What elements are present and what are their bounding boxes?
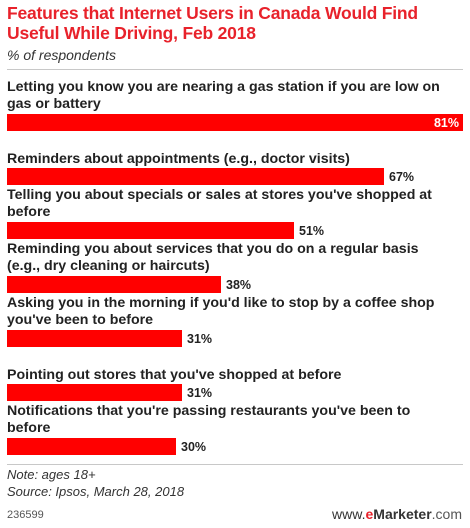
category-label: Reminders about appointments (e.g., doct… bbox=[7, 151, 350, 167]
bar bbox=[7, 168, 384, 185]
emarketer-logo: www.eMarketer.com bbox=[332, 506, 462, 522]
value-label: 31% bbox=[187, 332, 212, 346]
category-label: Telling you about specials or sales at s… bbox=[7, 187, 432, 220]
bar bbox=[7, 276, 221, 293]
category-label: Asking you in the morning if you'd like … bbox=[7, 295, 435, 328]
top-divider bbox=[7, 69, 463, 70]
value-label: 81% bbox=[434, 116, 459, 130]
bar bbox=[7, 114, 463, 131]
brand-prefix: www. bbox=[332, 506, 366, 522]
chart-source: Source: Ipsos, March 28, 2018 bbox=[7, 484, 185, 499]
bar bbox=[7, 330, 182, 347]
chart-subtitle: % of respondents bbox=[7, 47, 116, 63]
bar bbox=[7, 438, 176, 455]
brand-e: e bbox=[365, 506, 374, 522]
chart-note: Note: ages 18+ bbox=[7, 467, 96, 482]
category-label: Letting you know you are nearing a gas s… bbox=[7, 79, 440, 112]
brand-name: Marketer bbox=[373, 506, 432, 522]
category-label: Reminding you about services that you do… bbox=[7, 241, 419, 274]
bar bbox=[7, 384, 182, 401]
bar-chart: Letting you know you are nearing a gas s… bbox=[7, 79, 463, 455]
bottom-divider bbox=[7, 464, 463, 465]
value-label: 38% bbox=[226, 278, 251, 292]
value-label: 51% bbox=[299, 224, 324, 238]
brand-suffix: .com bbox=[431, 506, 462, 522]
category-label: Pointing out stores that you've shopped … bbox=[7, 367, 342, 383]
chart-title: Features that Internet Users in Canada W… bbox=[7, 3, 418, 43]
chart-id: 236599 bbox=[7, 509, 44, 521]
value-label: 67% bbox=[389, 170, 414, 184]
bar bbox=[7, 222, 294, 239]
value-label: 30% bbox=[181, 440, 206, 454]
category-label: Notifications that you're passing restau… bbox=[7, 403, 411, 436]
value-label: 31% bbox=[187, 386, 212, 400]
